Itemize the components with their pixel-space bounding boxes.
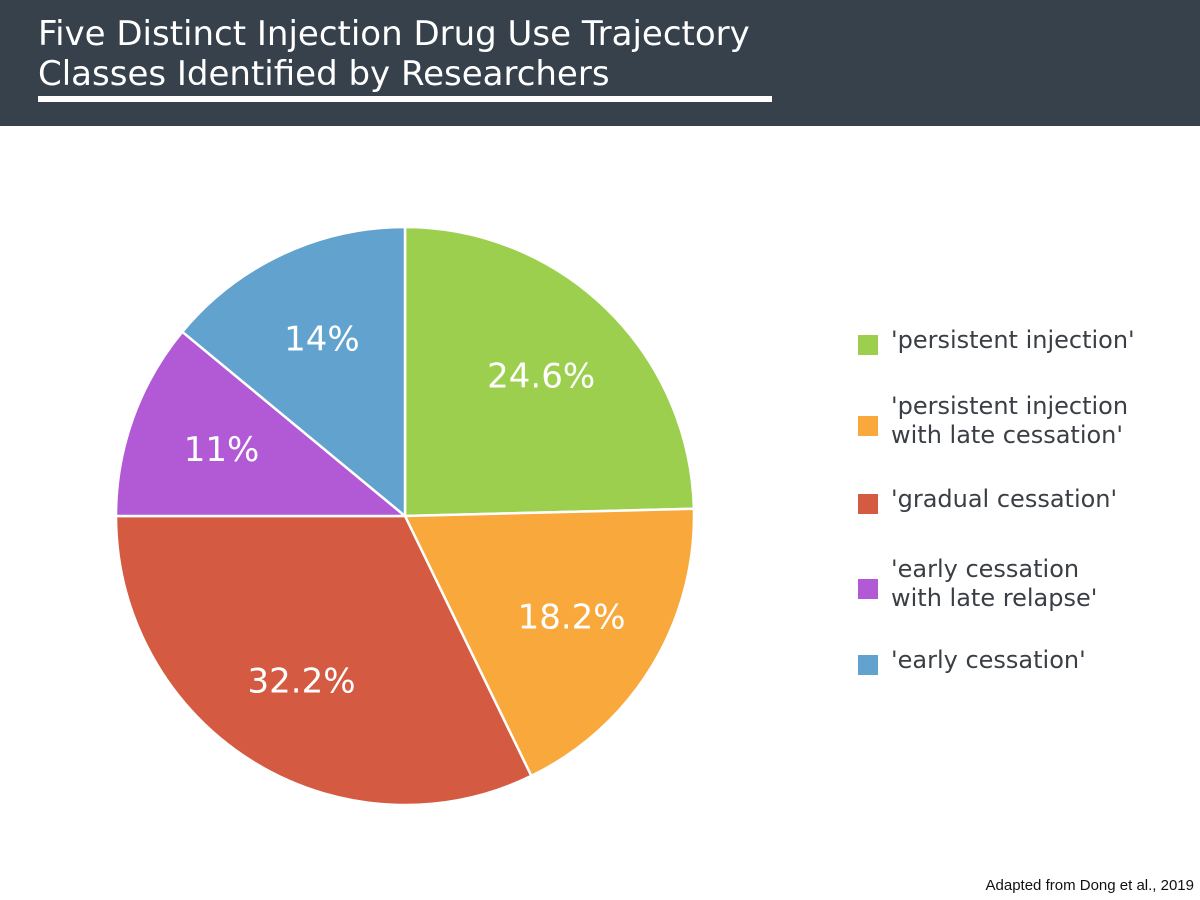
legend-swatch-early-cessation-late-relapse	[858, 579, 878, 599]
legend-swatch-persistent-injection-late-cessation	[858, 416, 878, 436]
legend-swatch-persistent-injection	[858, 335, 878, 355]
title-banner: Five Distinct Injection Drug Use Traject…	[0, 0, 1200, 126]
chart-title-line-1: Five Distinct Injection Drug Use Traject…	[38, 14, 750, 54]
legend-swatch-early-cessation	[858, 655, 878, 675]
source-note: Adapted from Dong et al., 2019	[985, 877, 1194, 894]
legend-label-early-cessation: 'early cessation'	[891, 646, 1086, 674]
pie-label-gradual-cessation: 32.2%	[248, 661, 356, 701]
chart-title-line-2: Classes Identified by Researchers	[38, 54, 610, 94]
pie-label-persistent-injection: 24.6%	[487, 356, 595, 396]
chart-title: Five Distinct Injection Drug Use Traject…	[38, 14, 798, 94]
pie-slice-persistent-injection-late-cessation	[403, 507, 696, 778]
legend-swatch-gradual-cessation	[858, 494, 878, 514]
legend-label-persistent-injection-late-cessation: 'persistent injection with late cessatio…	[891, 392, 1129, 449]
pie-slice-persistent-injection	[403, 225, 696, 518]
legend-label-persistent-injection: 'persistent injection'	[891, 326, 1135, 354]
pie-label-early-cessation: 14%	[284, 320, 360, 360]
title-underline	[38, 96, 772, 102]
legend-label-gradual-cessation: 'gradual cessation'	[891, 485, 1118, 513]
pie-slice-gradual-cessation	[114, 514, 533, 807]
pie-slice-early-cessation	[181, 225, 407, 518]
pie-slice-early-cessation-late-relapse	[114, 330, 407, 518]
legend-label-early-cessation-late-relapse: 'early cessation with late relapse'	[891, 555, 1098, 612]
pie-label-early-cessation-late-relapse: 11%	[184, 430, 260, 470]
pie-label-persistent-injection-late-cessation: 18.2%	[518, 597, 626, 637]
